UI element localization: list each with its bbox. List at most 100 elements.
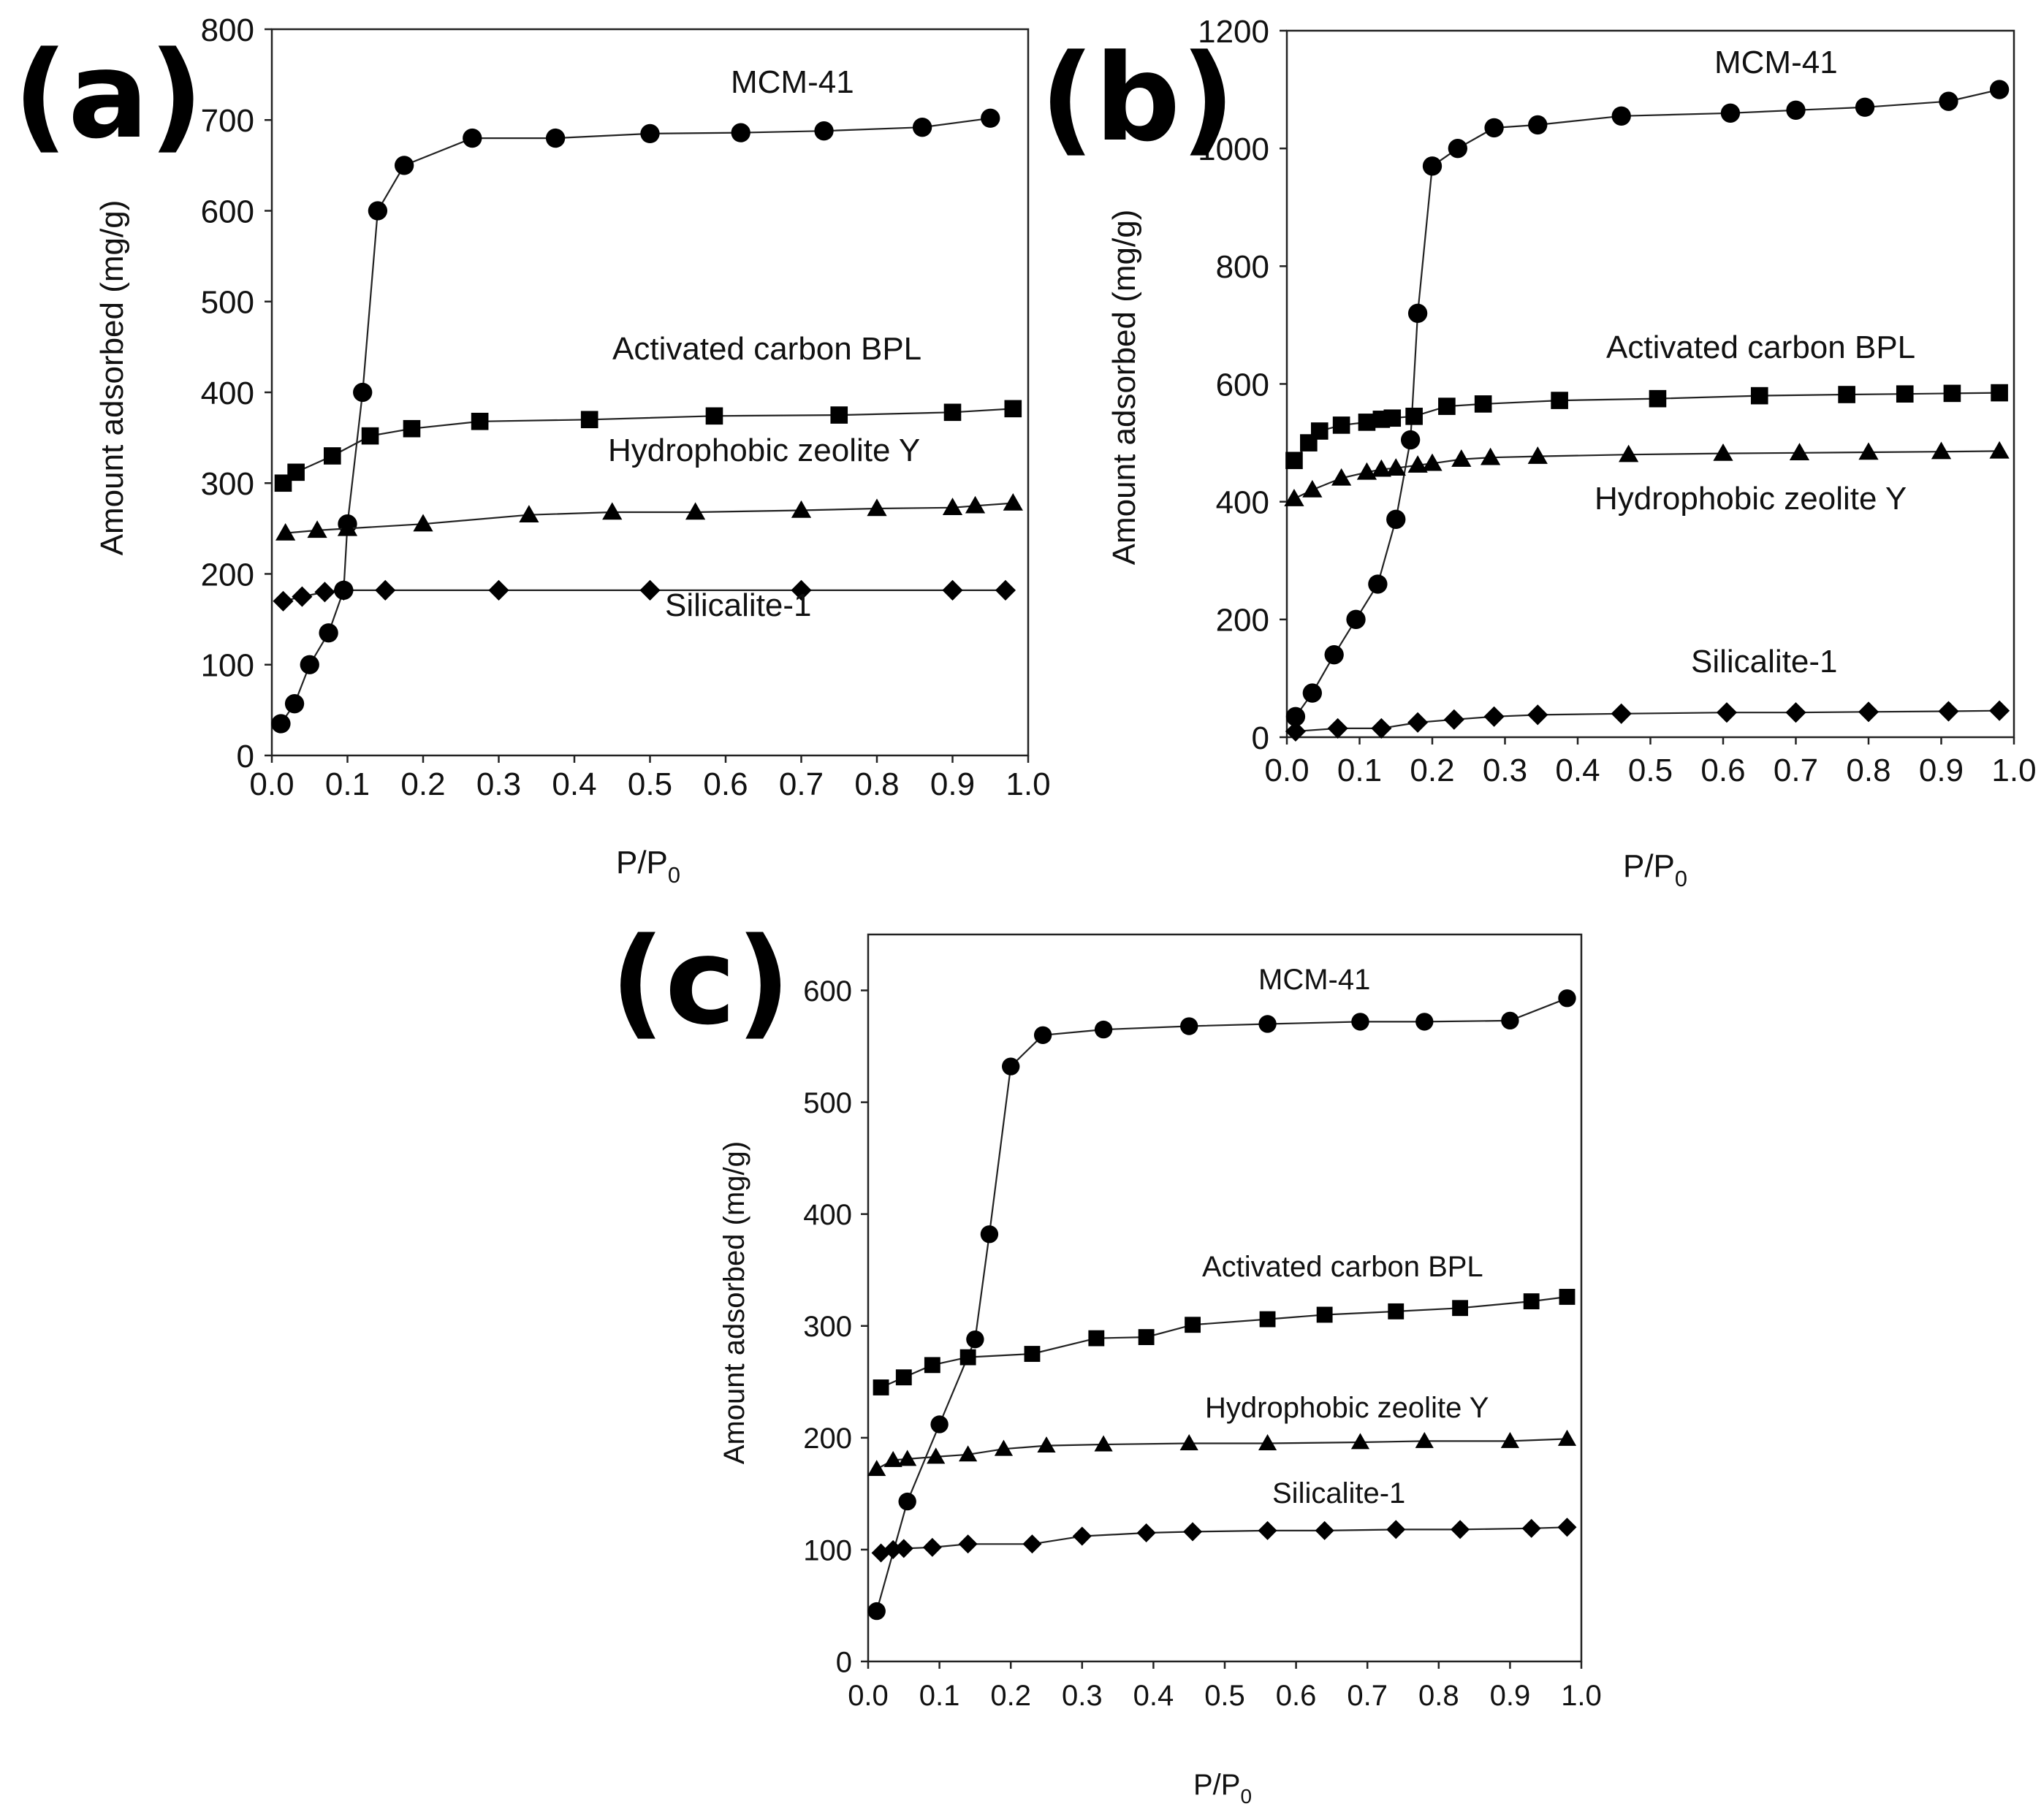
x-tick-label: 0.6	[703, 766, 748, 802]
marker-circle-s0-p1	[284, 694, 305, 714]
marker-circle-s0-p12	[731, 123, 750, 142]
marker-square-s1-p7	[1405, 408, 1423, 425]
marker-diamond-s3-p12	[1989, 700, 2010, 721]
marker-circle-s0-p1	[898, 1492, 916, 1511]
marker-triangle-s2-p7	[1422, 453, 1443, 471]
marker-triangle-s2-p4	[519, 505, 539, 522]
marker-diamond-s3-p4	[958, 1534, 978, 1554]
marker-square-s1-p8	[1438, 397, 1456, 415]
marker-diamond-s3-p2	[314, 582, 335, 603]
marker-square-s1-p8	[830, 406, 848, 424]
marker-diamond-s3-p11	[1386, 1520, 1406, 1539]
marker-square-s1-p13	[1559, 1289, 1576, 1305]
x-tick-label: 0.1	[1337, 753, 1382, 788]
marker-triangle-s2-p5	[994, 1439, 1014, 1456]
x-tick-label: 0.3	[476, 766, 521, 802]
marker-circle-s0-p1	[1302, 683, 1322, 703]
chart-panel-1: 0 200 400 600 800 1000 1200 0.0 0.1 0.2 0.3 0.4 0.5 0…	[1040, 14, 2037, 891]
marker-square-s1-p15	[1943, 384, 1961, 403]
marker-diamond-s3-p6	[1527, 704, 1548, 726]
marker-square-s1-p12	[1750, 387, 1768, 405]
marker-triangle-s2-p1	[1302, 479, 1323, 498]
series-annotation: Silicalite-1	[665, 587, 812, 623]
marker-circle-s0-p3	[1346, 609, 1366, 629]
marker-circle-s0-p8	[1422, 156, 1443, 176]
series-line-silicalite-1	[283, 589, 1006, 602]
marker-square-s1-p5	[1088, 1330, 1105, 1347]
x-tick-label: 0.0	[1264, 753, 1309, 788]
marker-square-s1-p16	[1991, 384, 2008, 402]
marker-circle-s0-p6	[1400, 430, 1421, 450]
marker-circle-s0-p2	[1324, 645, 1344, 665]
x-tick-label: 0.5	[1204, 1680, 1245, 1712]
marker-triangle-s2-p14	[1858, 442, 1879, 460]
y-tick-label: 400	[1216, 485, 1269, 521]
marker-triangle-s2-p3	[413, 514, 433, 532]
marker-square-s1-p3	[959, 1349, 976, 1366]
marker-square-s1-p3	[361, 427, 379, 445]
x-tick-label: 0.5	[628, 766, 672, 802]
marker-diamond-s3-p3	[922, 1537, 942, 1557]
series-line-mcm-41	[280, 117, 991, 725]
x-axis-title-subscript: 0	[1675, 866, 1687, 891]
marker-diamond-s3-p10	[1858, 701, 1880, 723]
series-annotation: Hydrophobic zeolite Y	[1205, 1392, 1489, 1424]
x-tick-label: 0.2	[990, 1680, 1031, 1712]
marker-diamond-s3-p5	[1483, 706, 1505, 727]
marker-circle-s0-p6	[353, 382, 373, 403]
marker-circle-s0-p15	[981, 108, 1000, 128]
marker-triangle-s2-p0	[867, 1460, 886, 1477]
marker-square-s1-p0	[873, 1379, 889, 1396]
x-tick-label: 0.4	[1133, 1680, 1174, 1712]
marker-square-s1-p9	[943, 403, 962, 422]
x-tick-label: 1.0	[1561, 1680, 1602, 1712]
marker-square-s1-p11	[1452, 1300, 1468, 1317]
x-tick-label: 0.7	[1774, 753, 1818, 788]
y-tick-label: 600	[803, 975, 852, 1008]
marker-triangle-s2-p2	[898, 1450, 917, 1466]
series-line-mcm-41	[875, 997, 1567, 1612]
marker-triangle-s2-p16	[1989, 441, 2010, 459]
panel-label: (a)	[13, 26, 204, 165]
marker-square-s1-p10	[1551, 392, 1568, 409]
y-tick-label: 200	[201, 557, 254, 593]
y-axis-title: Amount adsorbed (mg/g)	[94, 200, 130, 556]
marker-triangle-s2-p6	[685, 502, 706, 520]
x-axis-title: P/P0	[1193, 1769, 1252, 1808]
marker-circle-s0-p12	[1501, 1011, 1519, 1030]
marker-circle-s0-p5	[1386, 509, 1406, 530]
marker-square-s1-p9	[1316, 1306, 1333, 1323]
marker-triangle-s2-p9	[1258, 1433, 1277, 1450]
marker-square-s1-p14	[1896, 385, 1914, 403]
x-tick-label: 0.9	[1490, 1680, 1531, 1712]
series-annotation: MCM-41	[1258, 964, 1370, 996]
y-tick-label: 800	[201, 12, 254, 48]
marker-diamond-s3-p14	[1557, 1518, 1577, 1537]
marker-triangle-s2-p4	[1371, 459, 1391, 477]
marker-triangle-s2-p3	[1356, 462, 1377, 480]
marker-square-s1-p3	[1332, 416, 1350, 434]
marker-triangle-s2-p13	[1789, 443, 1810, 460]
x-tick-label: 0.0	[848, 1680, 889, 1712]
marker-circle-s0-p11	[1415, 1013, 1434, 1031]
marker-square-s1-p2	[323, 447, 341, 465]
marker-triangle-s2-p12	[1500, 1431, 1519, 1448]
chart-panel-0: 0 100 200 300 400 500 600 700 800 0.0 0.1 0.2 0.3 0.4…	[13, 12, 1051, 888]
marker-diamond-s3-p7	[1611, 703, 1632, 724]
marker-diamond-s3-p13	[1521, 1518, 1541, 1538]
y-tick-label: 0	[836, 1646, 852, 1678]
marker-triangle-s2-p3	[927, 1447, 946, 1464]
x-tick-label: 0.3	[1062, 1680, 1103, 1712]
marker-diamond-s3-p4	[375, 579, 396, 601]
marker-triangle-s2-p12	[1713, 443, 1733, 461]
y-tick-label: 200	[803, 1423, 852, 1455]
marker-diamond-s3-p6	[639, 579, 661, 601]
marker-square-s1-p10	[1004, 400, 1022, 418]
y-tick-label: 1200	[1198, 14, 1269, 50]
marker-square-s1-p6	[1383, 409, 1402, 427]
marker-triangle-s2-p5	[602, 502, 623, 520]
marker-circle-s0-p7	[1407, 303, 1428, 323]
marker-diamond-s3-p8	[942, 579, 963, 601]
marker-triangle-s2-p0	[1284, 489, 1304, 506]
